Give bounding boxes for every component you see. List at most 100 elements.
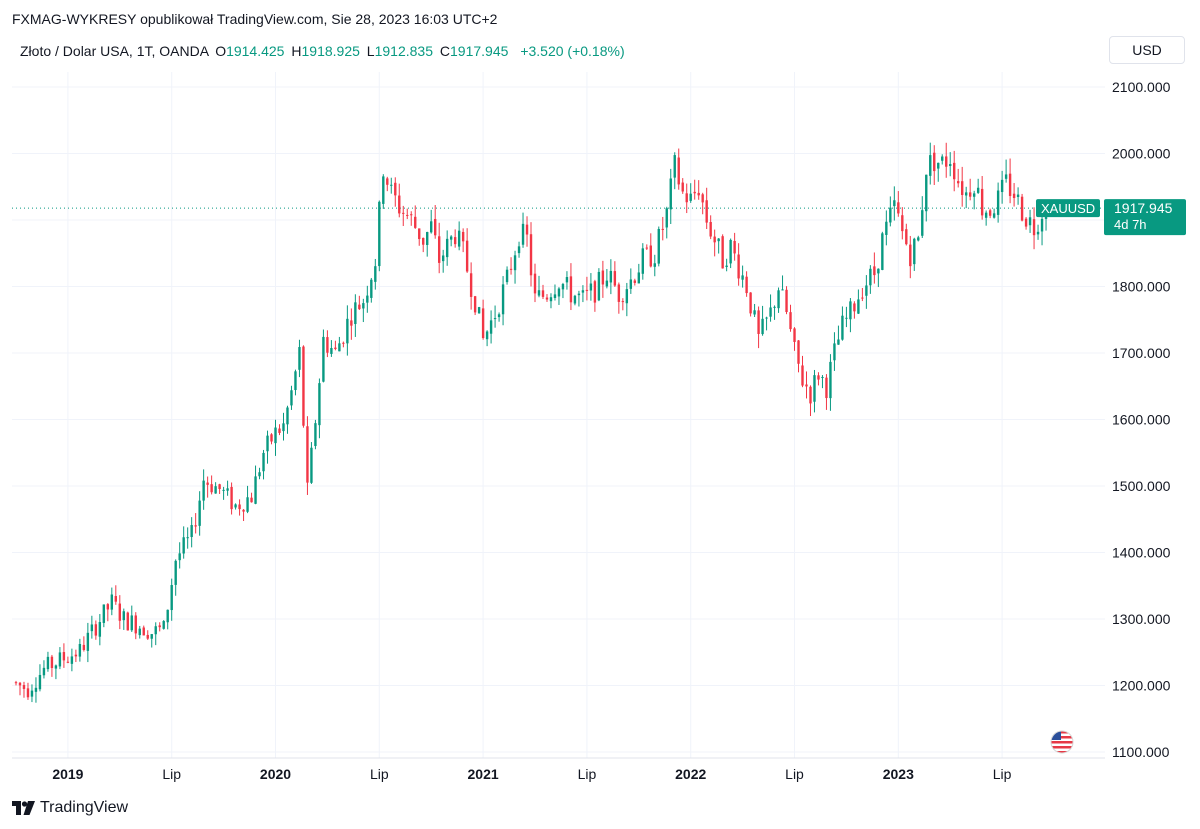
candle [541,284,545,300]
candle [769,294,772,322]
candle [346,305,349,356]
candle-body [637,272,641,284]
tradingview-logo[interactable]: TradingView [12,799,128,817]
candle [210,475,213,495]
candle-body [773,306,776,308]
candle-body [398,195,401,214]
candle-body [390,184,393,186]
symbol-description[interactable]: Złoto / Dolar USA, 1T, OANDA [20,43,209,59]
candle [525,216,529,247]
candle [386,176,389,192]
candle-body [549,297,553,302]
y-tick-label: 1500.000 [1112,478,1171,494]
candle-body [206,482,209,485]
candle-body [262,452,265,472]
candle-body [645,247,648,249]
candle [753,303,756,318]
candle [222,486,225,500]
candle [897,191,900,217]
candle [154,622,157,646]
candle [445,230,449,266]
candle [964,186,968,209]
candle-body [422,237,425,245]
y-axis: 1100.000 1200.000 1300.000 1400.000 1500.000… [1112,79,1171,760]
candle-body [521,223,525,245]
candle [434,205,437,239]
candle-body [717,238,720,242]
currency-button[interactable]: USD [1109,36,1185,64]
candle-body [529,234,533,276]
candle [885,210,888,246]
candle [206,476,209,498]
candle-body [701,194,704,203]
candle [861,287,864,302]
symbol-tag-label: XAUUSD [1041,201,1095,216]
candle [18,681,22,696]
candle-body [693,191,696,194]
candle [677,148,680,190]
candle-body [893,200,896,207]
candle-body [633,280,637,283]
candle [921,196,924,239]
candle [298,339,301,378]
candle [394,177,397,207]
candle [453,229,457,248]
candle [797,340,800,373]
candle-body [829,361,832,399]
candle [106,603,110,622]
candle-body [793,328,796,342]
candle [949,152,952,177]
candle-body [130,615,133,631]
candle-body [282,423,285,432]
candle-body [713,236,716,243]
candle [841,306,844,341]
candle-body [38,674,42,690]
candle-body [569,276,573,303]
candle [573,294,577,306]
candle [493,305,497,328]
candle [749,292,752,317]
candle [521,212,525,248]
candle-body [757,310,760,334]
candle [354,294,357,337]
candle-body [14,682,18,684]
candle [681,178,684,194]
candle-body [837,339,840,345]
candle [86,622,90,663]
candle-body [665,208,668,228]
x-tick-label: Lip [578,766,597,782]
candle-body [453,237,457,245]
candle [561,282,565,299]
candle [669,168,672,224]
candle-body [976,187,980,193]
candle [258,467,261,480]
candle [565,271,569,290]
candle-body [302,346,305,426]
candle [34,677,38,703]
candle [314,419,317,450]
candle [881,231,884,271]
candle-body [577,293,581,296]
candle-body [226,488,229,491]
candle [557,287,561,305]
candle-body [374,266,377,282]
candle [174,559,177,596]
candle [517,241,521,258]
candle [262,449,265,480]
us-flag-icon[interactable] [1050,730,1074,754]
candle [246,485,249,514]
candle [585,276,589,301]
candle [1036,224,1040,240]
candle-body [430,221,433,233]
candle-body [222,489,225,491]
candle-body [402,212,405,214]
candle [829,354,832,411]
candle-body [885,221,888,235]
candle-body [1028,217,1032,226]
candle [709,215,712,240]
candle-body [86,632,90,651]
candle-body [984,212,988,218]
candle [1032,207,1036,250]
candle-body [849,301,852,320]
